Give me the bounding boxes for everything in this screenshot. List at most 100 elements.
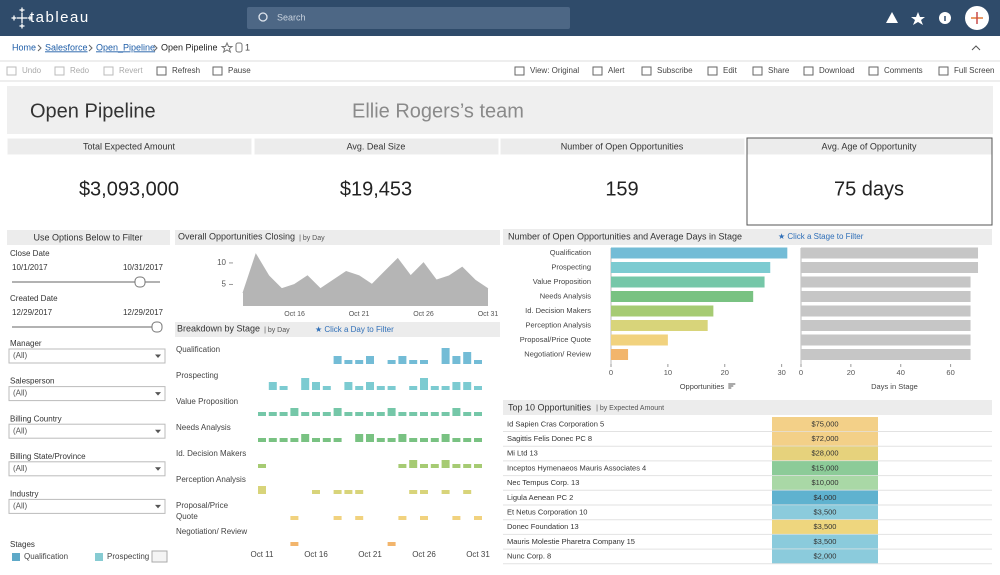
bar[interactable] — [420, 464, 428, 468]
toolbar-button[interactable]: Refresh — [172, 66, 200, 75]
bar[interactable] — [366, 434, 374, 442]
bar[interactable] — [430, 464, 439, 468]
bar[interactable] — [355, 434, 364, 442]
bar[interactable] — [301, 434, 310, 442]
bar[interactable] — [258, 464, 266, 468]
bar[interactable] — [344, 360, 353, 364]
bar[interactable] — [279, 386, 288, 390]
bar[interactable] — [441, 434, 450, 442]
bar[interactable] — [474, 412, 482, 416]
bar[interactable] — [801, 334, 971, 346]
bar[interactable] — [611, 349, 629, 360]
toolbar-button[interactable]: Redo — [70, 66, 90, 75]
bar[interactable] — [268, 382, 277, 390]
toolbar-button[interactable]: Comments — [884, 66, 923, 75]
search-box[interactable] — [247, 7, 570, 29]
bar[interactable] — [420, 378, 428, 390]
bar[interactable] — [801, 320, 971, 331]
bar[interactable] — [376, 438, 385, 442]
bar[interactable] — [355, 516, 364, 520]
bar[interactable] — [463, 464, 472, 468]
bar[interactable] — [801, 305, 971, 317]
bar[interactable] — [301, 412, 310, 416]
bar[interactable] — [312, 412, 320, 416]
bar[interactable] — [258, 412, 266, 416]
dropdown[interactable] — [8, 498, 166, 514]
bar[interactable] — [258, 438, 266, 442]
bar[interactable] — [312, 438, 320, 442]
slider-handle[interactable] — [134, 276, 146, 288]
bar[interactable] — [301, 378, 310, 390]
toolbar-button[interactable]: Pause — [228, 66, 251, 75]
bar[interactable] — [290, 542, 299, 546]
bar[interactable] — [409, 460, 418, 468]
bar[interactable] — [387, 542, 396, 546]
bar[interactable] — [344, 490, 353, 494]
bar[interactable] — [387, 408, 396, 416]
bar[interactable] — [376, 412, 385, 416]
bar[interactable] — [409, 412, 418, 416]
bar[interactable] — [611, 276, 765, 288]
bar[interactable] — [611, 247, 788, 259]
dropdown[interactable] — [8, 348, 166, 364]
bar[interactable] — [366, 356, 374, 364]
bar[interactable] — [387, 386, 396, 390]
bar[interactable] — [474, 438, 482, 442]
favorite-star[interactable] — [220, 41, 234, 54]
bar[interactable] — [463, 412, 472, 416]
bar[interactable] — [463, 438, 472, 442]
bar[interactable] — [355, 412, 364, 416]
bar[interactable] — [430, 438, 439, 442]
bar[interactable] — [801, 276, 971, 288]
toolbar-button[interactable]: Subscribe — [657, 66, 693, 75]
bar[interactable] — [366, 382, 374, 390]
slider-handle[interactable] — [151, 321, 163, 333]
bar[interactable] — [801, 247, 979, 259]
bar[interactable] — [268, 438, 277, 442]
bar[interactable] — [398, 516, 407, 520]
toolbar-button[interactable]: Edit — [723, 66, 738, 75]
bar[interactable] — [355, 360, 364, 364]
breadcrumb-link[interactable]: Home — [12, 42, 36, 52]
bar[interactable] — [355, 386, 364, 390]
favorite-icon[interactable] — [911, 12, 925, 25]
filter-hint[interactable]: ★ Click a Stage to Filter — [778, 232, 864, 241]
bar[interactable] — [322, 412, 331, 416]
toolbar-button[interactable]: Download — [819, 66, 855, 75]
bar[interactable] — [420, 412, 428, 416]
breadcrumb-link[interactable]: Salesforce — [45, 42, 88, 52]
toolbar-button[interactable]: Undo — [22, 66, 42, 75]
bar[interactable] — [290, 438, 299, 442]
bar[interactable] — [474, 516, 482, 520]
bar[interactable] — [398, 434, 407, 442]
bar[interactable] — [398, 464, 407, 468]
bar[interactable] — [387, 360, 396, 364]
bar[interactable] — [452, 516, 461, 520]
bar[interactable] — [409, 490, 418, 494]
bar[interactable] — [463, 382, 472, 390]
bar[interactable] — [268, 412, 277, 416]
bar[interactable] — [611, 291, 754, 302]
bar[interactable] — [333, 516, 342, 520]
bar[interactable] — [290, 408, 299, 416]
bar[interactable] — [474, 386, 482, 390]
bar[interactable] — [452, 382, 461, 390]
bar[interactable] — [409, 438, 418, 442]
dropdown[interactable] — [8, 461, 166, 477]
bar[interactable] — [441, 412, 450, 416]
bar[interactable] — [333, 490, 342, 494]
bar[interactable] — [430, 386, 439, 390]
bar[interactable] — [611, 305, 714, 317]
bar[interactable] — [366, 412, 374, 416]
bar[interactable] — [420, 360, 428, 364]
bar[interactable] — [441, 460, 450, 468]
bar[interactable] — [801, 349, 971, 360]
bar[interactable] — [463, 490, 472, 494]
filter-hint[interactable]: ★ Click a Day to Filter — [315, 325, 394, 334]
bar[interactable] — [312, 490, 320, 494]
bar[interactable] — [387, 438, 396, 442]
toolbar-button[interactable]: View: Original — [530, 66, 579, 75]
toolbar-button[interactable]: Share — [768, 66, 790, 75]
breadcrumb-link[interactable]: Open_Pipeline — [96, 42, 155, 52]
bar[interactable] — [355, 490, 364, 494]
